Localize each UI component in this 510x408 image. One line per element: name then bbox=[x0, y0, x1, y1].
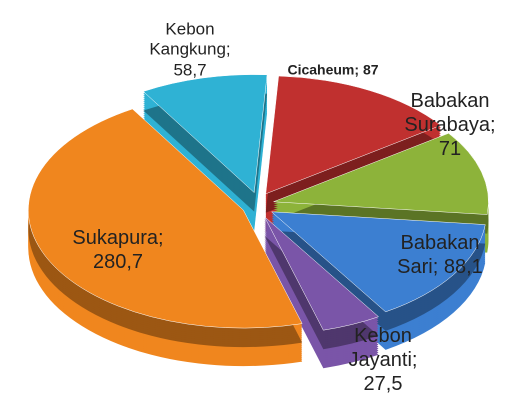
value-label: 27,5 bbox=[363, 373, 403, 395]
data-label: Babakan Surabaya; 71 bbox=[403, 89, 498, 161]
category: Cicaheum bbox=[287, 61, 355, 78]
category: Kebon Kangkung bbox=[149, 19, 226, 59]
separator: ; bbox=[354, 61, 360, 78]
separator: ; bbox=[158, 227, 164, 249]
data-label: Babakan Sari; 88,1 bbox=[395, 231, 485, 279]
data-label: Cicaheum; 87 bbox=[283, 62, 383, 79]
data-label: Kebon Jayanti; 27,5 bbox=[333, 324, 433, 396]
value-label: 280,7 bbox=[92, 251, 144, 273]
value-label: 71 bbox=[438, 138, 462, 160]
value-label: 58,7 bbox=[173, 60, 207, 80]
separator: ; bbox=[411, 349, 418, 371]
slice bbox=[265, 75, 442, 195]
value-label: 88,1 bbox=[443, 256, 483, 278]
category: Babakan Surabaya bbox=[404, 90, 491, 136]
slice bbox=[273, 133, 489, 215]
data-label: Sukapura; 280,7 bbox=[63, 226, 173, 274]
separator: ; bbox=[432, 256, 439, 278]
category: Babakan Sari bbox=[397, 232, 480, 278]
separator: ; bbox=[490, 114, 496, 136]
separator: ; bbox=[225, 39, 231, 59]
data-label: Kebon Kangkung; 58,7 bbox=[140, 19, 240, 80]
slice bbox=[142, 74, 268, 194]
category: Sukapura bbox=[72, 227, 159, 249]
slice bbox=[270, 211, 486, 313]
category: Kebon Jayanti bbox=[348, 325, 412, 371]
slice bbox=[28, 108, 303, 329]
value-label: 87 bbox=[362, 61, 379, 78]
slice bbox=[264, 216, 380, 331]
